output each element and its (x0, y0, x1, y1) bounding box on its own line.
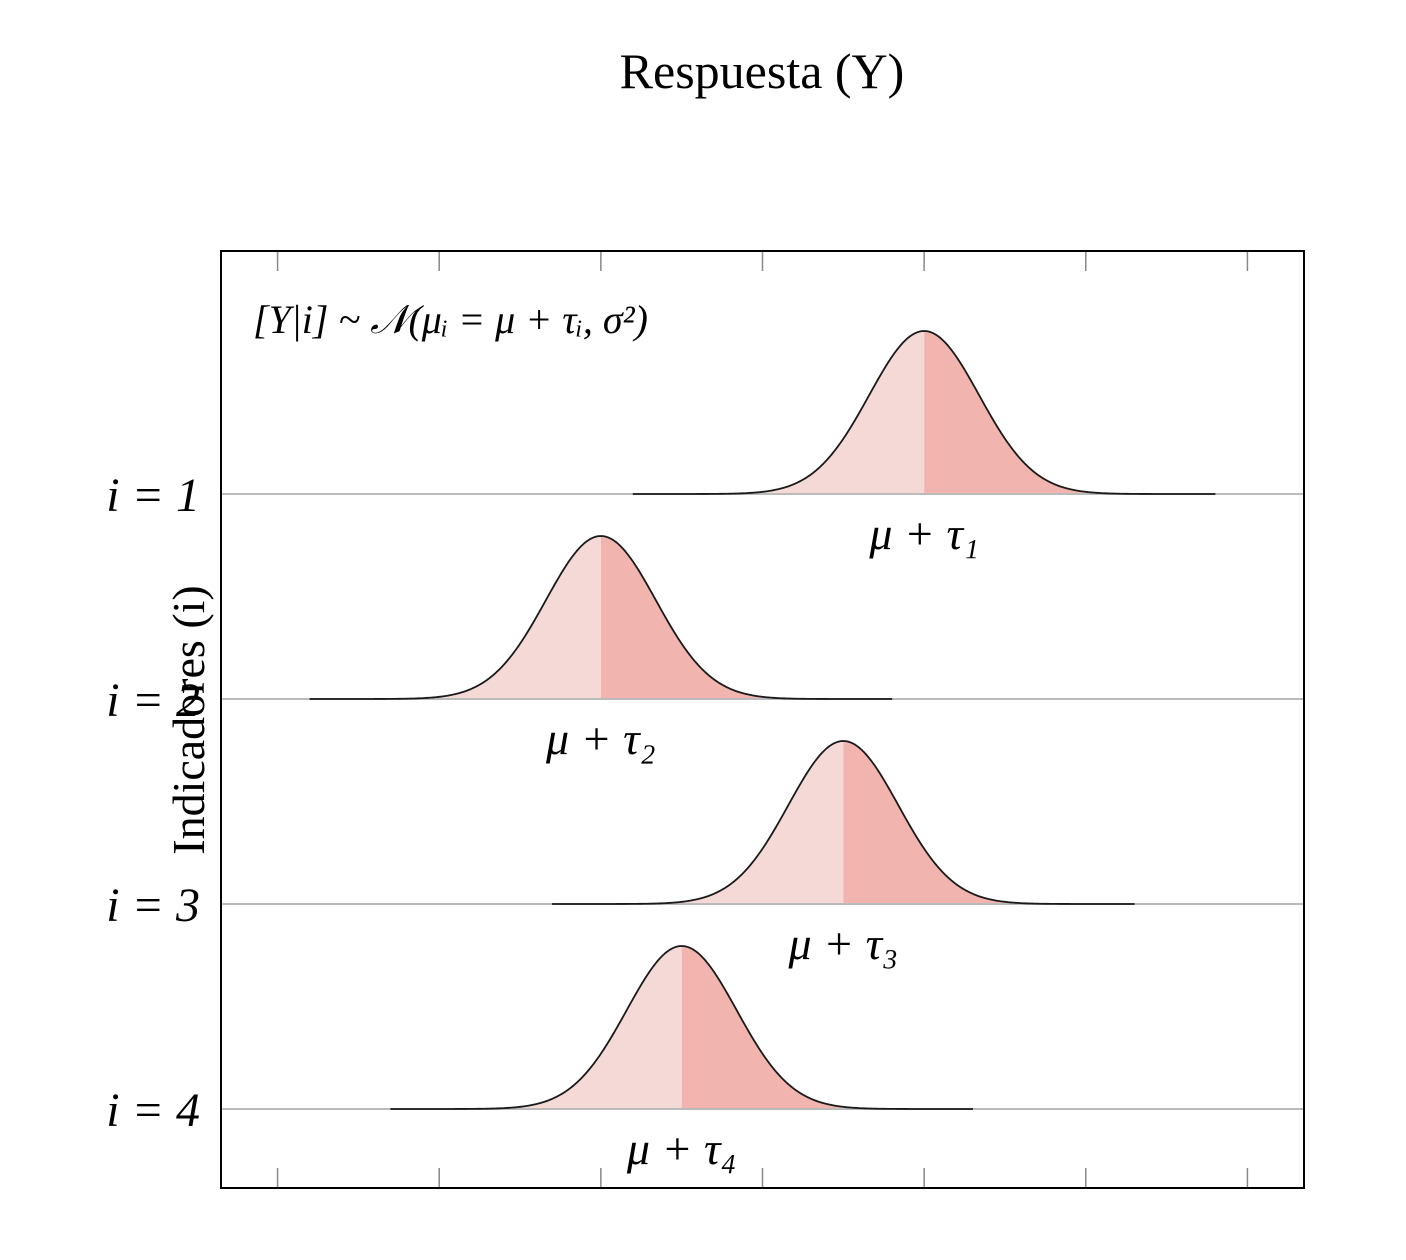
density-fills (309, 331, 1216, 1109)
density-curve-4 (390, 945, 973, 1110)
y-axis-label: Indicadores (i) (163, 585, 214, 855)
indicator-baselines (221, 493, 1304, 1110)
density-fill-right-4 (681, 946, 973, 1109)
plot-frame (220, 250, 1305, 1189)
mean-label-3: μ + τ₃ (788, 918, 899, 969)
density-curve-3 (552, 740, 1135, 905)
x-axis-ticks (276, 251, 1249, 1188)
density-fill-right-2 (600, 536, 893, 699)
y-tick-label-1: i = 1 (106, 469, 200, 522)
formula-annotation: [Y|i] ~ 𝒩(μᵢ = μ + τᵢ, σ²) (253, 297, 648, 342)
mean-label-1: μ + τ₁ (868, 508, 979, 559)
density-fill-right-3 (843, 741, 1135, 904)
mean-label-2: μ + τ₂ (545, 713, 656, 764)
mean-label-4: μ + τ₄ (626, 1123, 737, 1174)
density-fill-left-4 (390, 946, 682, 1109)
density-fill-left-3 (552, 741, 844, 904)
y-tick-label-3: i = 3 (106, 879, 200, 932)
y-tick-label-4: i = 4 (106, 1084, 200, 1137)
mean-labels: μ + τ₁ μ + τ₂ μ + τ₃ μ + τ₄ (545, 508, 979, 1174)
chart-title: Respuesta (Y) (620, 43, 905, 99)
density-curve-1 (632, 330, 1216, 495)
density-fill-left-1 (632, 331, 925, 494)
density-fill-right-1 (924, 331, 1216, 494)
density-curves (309, 330, 1216, 1110)
y-tick-labels: i = 1 i = 2 i = 3 i = 4 (106, 469, 200, 1137)
density-curve-2 (309, 535, 893, 700)
y-tick-label-2: i = 2 (106, 674, 200, 727)
density-fill-left-2 (309, 536, 601, 699)
